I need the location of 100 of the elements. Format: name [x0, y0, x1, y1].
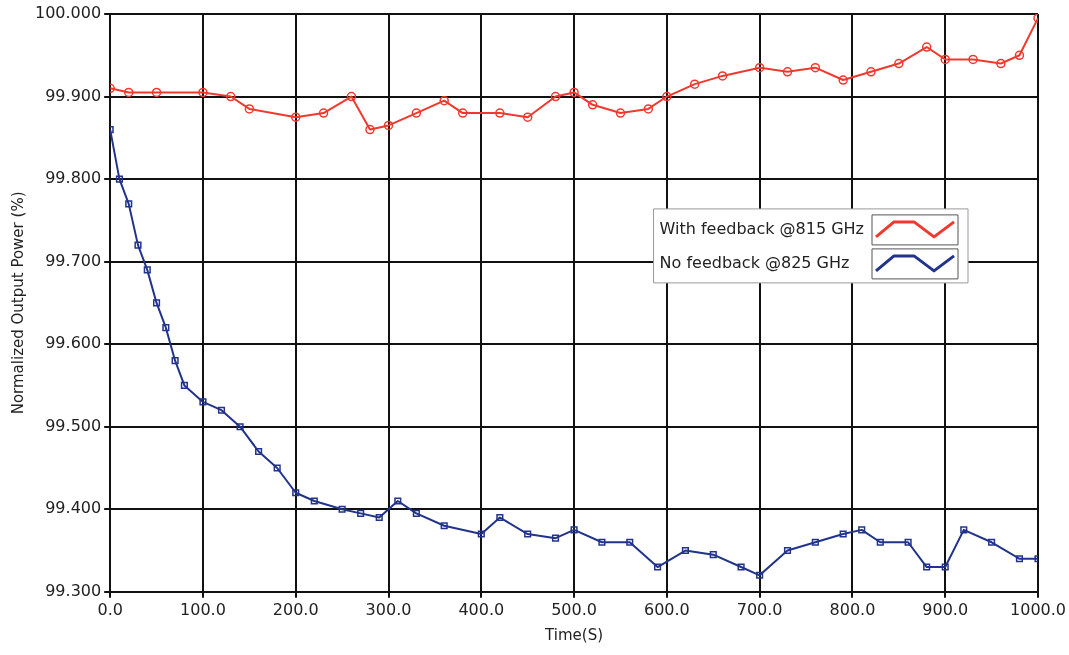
x-tick-label: 500.0: [551, 599, 597, 619]
point: [709, 551, 717, 559]
point: [681, 546, 690, 555]
point: [1015, 555, 1024, 563]
point: [255, 447, 263, 456]
point: [458, 108, 468, 118]
y-tick-label: 99.500: [45, 415, 102, 435]
point: [811, 538, 819, 546]
point: [782, 67, 793, 77]
point: [273, 464, 281, 472]
point: [199, 398, 207, 406]
point: [643, 104, 654, 114]
point: [495, 108, 505, 118]
point: [394, 497, 402, 505]
point: [1014, 50, 1025, 61]
point: [152, 299, 161, 307]
point: [654, 563, 662, 571]
point: [662, 91, 672, 102]
point: [217, 406, 226, 414]
point: [244, 104, 255, 114]
x-tick-label: 700.0: [736, 599, 783, 619]
point: [134, 241, 142, 249]
point: [198, 87, 208, 98]
point: [756, 571, 764, 579]
point: [587, 100, 598, 110]
point: [615, 108, 626, 118]
point: [236, 423, 244, 431]
x-tick-label: 800.0: [829, 599, 876, 619]
point: [365, 124, 375, 135]
point: [598, 538, 606, 546]
point: [923, 563, 931, 571]
point: [866, 67, 876, 77]
y-tick-label: 100.000: [34, 3, 102, 23]
point: [292, 489, 300, 497]
point: [838, 75, 848, 85]
y-tick-label: 99.400: [45, 498, 102, 518]
point: [310, 497, 318, 505]
point: [904, 538, 912, 546]
legend-label: No feedback @825 GHz: [659, 253, 850, 273]
point: [570, 526, 578, 534]
point: [226, 91, 236, 102]
point: [357, 509, 365, 517]
point: [123, 87, 134, 98]
point: [876, 538, 884, 546]
point: [375, 513, 383, 522]
point: [626, 538, 634, 546]
point: [569, 87, 579, 98]
point: [496, 513, 504, 522]
point: [940, 54, 950, 65]
y-tick-label: 99.800: [45, 168, 102, 188]
x-tick-label: 100.0: [180, 599, 226, 619]
point: [290, 112, 301, 122]
point: [318, 108, 329, 118]
point: [439, 95, 449, 106]
x-tick-label: 300.0: [365, 599, 412, 619]
point: [941, 563, 949, 571]
point: [346, 91, 357, 102]
point: [783, 546, 792, 555]
point: [522, 112, 533, 122]
point: [383, 120, 394, 131]
x-tick-label: 600.0: [643, 599, 690, 619]
y-tick-label: 99.900: [45, 85, 102, 105]
y-tick-label: 99.600: [45, 333, 102, 353]
point: [988, 538, 996, 546]
x-axis-title: Time(S): [544, 625, 604, 644]
point: [162, 324, 170, 332]
point: [717, 71, 728, 81]
point: [996, 58, 1006, 69]
point: [411, 108, 422, 118]
point: [143, 266, 151, 274]
point: [440, 522, 448, 530]
point: [960, 526, 968, 534]
point: [125, 200, 133, 208]
x-tick-label: 0.0: [97, 599, 123, 619]
point: [810, 62, 821, 73]
point: [550, 91, 561, 102]
y-axis-title: Normalized Output Power (%): [8, 191, 27, 415]
point: [551, 534, 560, 542]
point: [338, 505, 346, 513]
point: [921, 42, 932, 52]
y-tick-label: 99.700: [45, 250, 102, 270]
point: [894, 58, 904, 69]
point: [412, 509, 420, 517]
point: [151, 87, 162, 98]
point: [968, 54, 978, 65]
point: [171, 357, 179, 365]
x-tick-label: 400.0: [458, 599, 505, 619]
point: [115, 175, 124, 183]
point: [839, 530, 847, 538]
x-tick-label: 1000.0: [1010, 599, 1066, 619]
point: [858, 526, 866, 534]
point: [689, 79, 700, 89]
y-tick-label: 99.300: [45, 580, 102, 600]
point: [477, 530, 485, 538]
legend-label: With feedback @815 GHz: [659, 219, 865, 239]
x-tick-label: 200.0: [272, 599, 319, 619]
point: [737, 563, 745, 571]
point: [524, 530, 532, 538]
x-tick-label: 900.0: [922, 599, 969, 619]
point: [180, 381, 188, 390]
